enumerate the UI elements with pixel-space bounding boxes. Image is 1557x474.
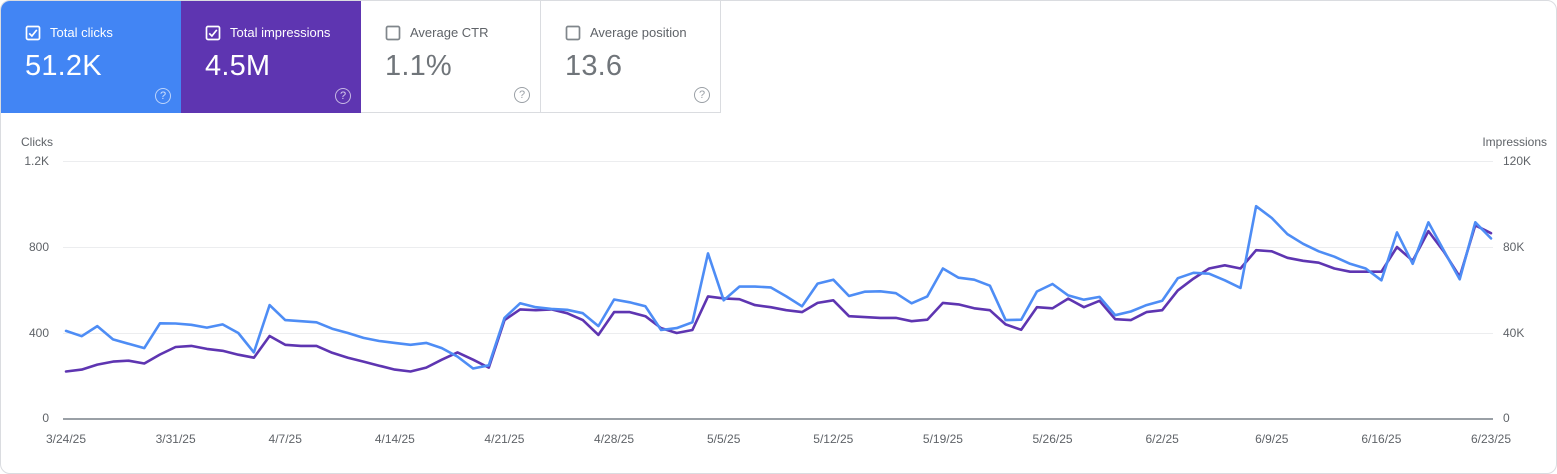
gridline-mid-lower [63,333,1493,334]
x-axis-tick: 3/24/25 [45,432,87,446]
metric-tiles-row: Total clicks 51.2K ? Total impressions 4… [1,1,721,113]
left-axis-tick: 1.2K [24,154,49,168]
tile-average-ctr[interactable]: Average CTR 1.1% ? [361,1,541,113]
left-axis-tick: 400 [28,326,49,340]
checkbox-total-impressions[interactable] [205,25,221,41]
tile-label: Average CTR [410,25,489,40]
right-axis-tick: 40K [1503,326,1525,340]
checkbox-average-position[interactable] [565,25,581,41]
x-axis-tick: 4/21/25 [484,432,525,446]
x-axis-line [63,418,1493,420]
tile-total-clicks[interactable]: Total clicks 51.2K ? [1,1,181,113]
help-icon[interactable]: ? [155,88,171,104]
checkbox-total-clicks[interactable] [25,25,41,41]
left-axis-title: Clicks [21,135,53,149]
tile-value: 13.6 [565,50,623,82]
help-icon[interactable]: ? [514,87,530,103]
x-axis-tick: 5/12/25 [813,432,854,446]
left-axis-tick: 0 [42,411,49,425]
tile-value: 1.1% [385,50,452,82]
gridline-mid-upper [63,247,1493,248]
help-icon[interactable]: ? [335,88,351,104]
x-axis-tick: 3/31/25 [155,432,196,446]
x-axis-tick: 6/9/25 [1255,432,1289,446]
tile-average-position[interactable]: Average position 13.6 ? [541,1,721,113]
help-icon[interactable]: ? [694,87,710,103]
x-axis-tick: 6/16/25 [1361,432,1402,446]
x-axis-tick: 6/23/25 [1470,432,1512,446]
impressions-line [64,224,1493,373]
right-axis-tick: 120K [1503,154,1532,168]
gridline-top [63,161,1493,162]
left-axis-tick: 800 [28,240,49,254]
tile-label: Total impressions [230,25,331,40]
right-axis-tick: 80K [1503,240,1525,254]
checkbox-average-ctr[interactable] [385,25,401,41]
tile-value: 51.2K [25,50,102,82]
tile-label: Average position [590,25,687,40]
x-axis-tick: 4/7/25 [268,432,302,446]
x-axis-tick: 4/28/25 [594,432,635,446]
x-axis-tick: 4/14/25 [374,432,415,446]
x-axis-tick: 6/2/25 [1145,432,1179,446]
x-axis-tick: 5/26/25 [1032,432,1073,446]
tile-label: Total clicks [50,25,113,40]
tile-value: 4.5M [205,50,271,82]
tile-total-impressions[interactable]: Total impressions 4.5M ? [181,1,361,113]
x-axis-tick: 5/5/25 [707,432,741,446]
right-axis-tick: 0 [1503,411,1510,425]
clicks-line [64,204,1493,370]
right-axis-title: Impressions [1482,135,1547,149]
x-axis-tick: 5/19/25 [922,432,963,446]
